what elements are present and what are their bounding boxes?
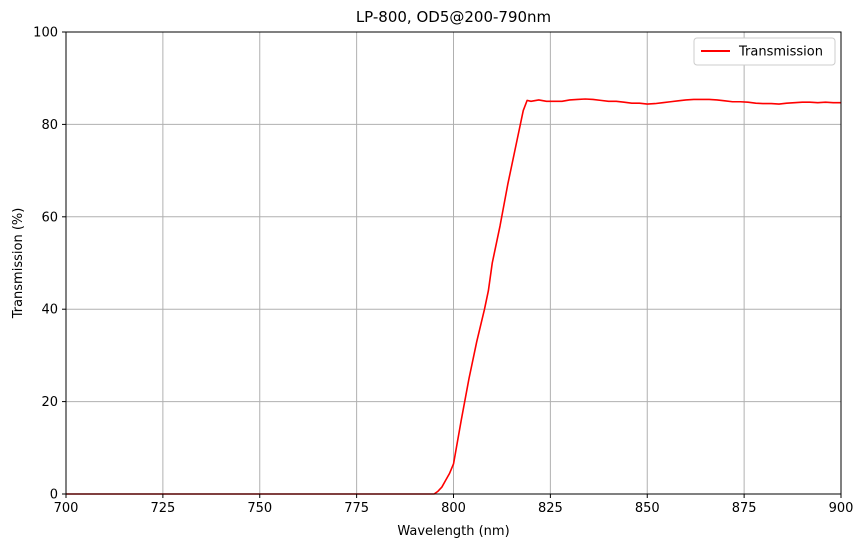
y-tick-label: 100 bbox=[33, 26, 58, 41]
x-tick-label: 900 bbox=[829, 501, 854, 516]
x-axis-label: Wavelength (nm) bbox=[397, 524, 509, 539]
y-tick-label: 0 bbox=[50, 488, 58, 503]
x-tick-label: 800 bbox=[441, 501, 466, 516]
x-tick-label: 775 bbox=[344, 501, 369, 516]
x-tick-label: 750 bbox=[247, 501, 272, 516]
y-tick-label: 60 bbox=[41, 210, 58, 225]
legend-label: Transmission bbox=[738, 45, 823, 60]
legend: Transmission bbox=[693, 37, 836, 66]
chart-title: LP-800, OD5@200-790nm bbox=[356, 8, 551, 26]
y-axis-label: Transmission (%) bbox=[11, 208, 26, 320]
ticks: 700 725 750 775 800 825 850 875 900 0 20 40 60 80 100 bbox=[33, 26, 853, 517]
legend-box bbox=[693, 37, 836, 66]
x-tick-label: 875 bbox=[732, 501, 757, 516]
x-tick-label: 825 bbox=[538, 501, 563, 516]
y-tick-label: 80 bbox=[41, 118, 58, 133]
y-tick-label: 20 bbox=[41, 395, 58, 410]
x-tick-label: 725 bbox=[150, 501, 175, 516]
series-line-transmission bbox=[66, 98, 841, 495]
series-layer bbox=[66, 98, 841, 495]
y-tick-label: 40 bbox=[41, 303, 58, 318]
x-tick-label: 850 bbox=[635, 501, 660, 516]
x-tick-label: 700 bbox=[54, 501, 79, 516]
